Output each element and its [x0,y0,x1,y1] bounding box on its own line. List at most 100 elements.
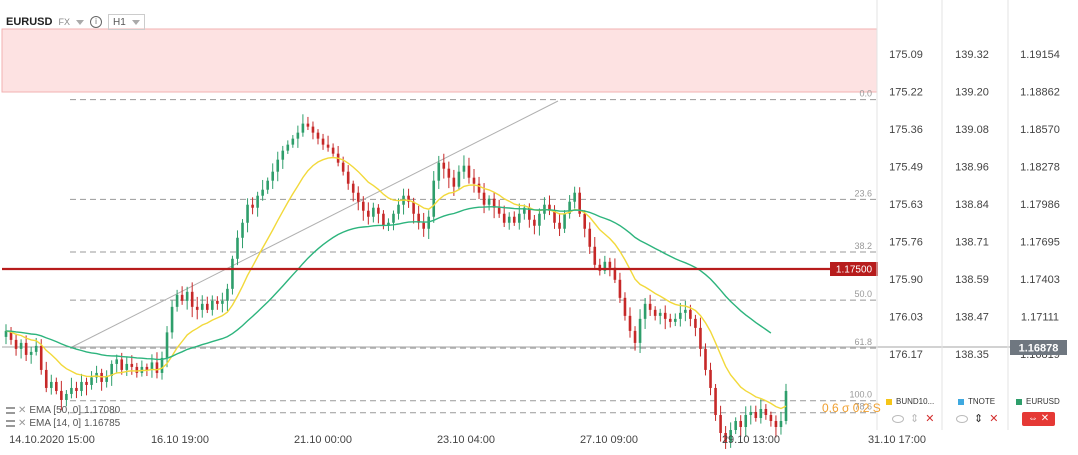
axis-bund-tick-5: 175.76 [889,237,923,249]
candle-body-155 [784,390,788,421]
candle-body-23 [120,359,124,370]
ema-14-line [5,156,787,410]
candle-body-81 [412,201,415,214]
candle-body-88 [447,168,451,178]
candle-body-110 [558,222,561,229]
candle-body-117 [593,246,597,265]
candle-body-38 [195,306,199,310]
axis-bund-tick-2: 175.36 [889,124,923,136]
candle-body-5 [29,351,33,355]
overlay-eurusd[interactable]: EURUSD [1016,397,1060,406]
candle-body-4 [24,342,28,355]
overlay-name: BUND10... [896,397,935,406]
candle-body-34 [175,294,179,307]
candle-body-120 [608,261,612,268]
candle-body-146 [739,420,743,427]
indicator-settings-icon[interactable] [6,420,15,427]
price-axis-tnote[interactable]: 139.32 139.20 139.08 138.96 138.84 138.71 138.… [955,49,989,361]
candle-body-68 [346,171,350,184]
x-tick-3: 23.10 04:00 [437,434,495,446]
candle-body-90 [457,171,461,187]
candle-body-45 [231,258,234,289]
candle-body-54 [276,159,280,172]
candle-body-139 [704,348,707,370]
axis-eurusd-tick-6: 1.17403 [1020,274,1060,286]
candle-body-53 [271,171,275,181]
axis-eurusd-tick-7: 1.17111 [1021,312,1059,324]
candle-body-28 [145,366,149,370]
x-tick-0: 14.10.2020 15:00 [9,434,95,446]
x-tick-5: 29.10 13:00 [722,434,780,446]
overlay-tnote[interactable]: TNOTE [958,397,995,406]
candle-body-133 [673,318,677,322]
candle-body-149 [754,411,758,418]
symbol-dropdown-chevron-icon[interactable] [75,19,84,25]
candle-body-122 [618,279,622,298]
fib-label-1: 23.6 [854,188,872,198]
visibility-eye-icon[interactable] [892,414,904,423]
trend-line[interactable] [69,100,559,349]
candle-body-67 [341,162,345,172]
time-axis[interactable]: 14.10.2020 15:00 16.10 19:00 21.10 00:00 23… [9,434,926,446]
visibility-eye-icon[interactable] [956,414,968,423]
candlestick-series [4,114,788,449]
candle-body-33 [170,306,174,333]
candle-body-111 [563,213,566,229]
price-axis-bund[interactable]: 175.09 175.22 175.36 175.49 175.63 175.76 175.… [889,49,923,361]
remove-overlay-icon[interactable]: ✕ [989,413,999,425]
price-axis-eurusd[interactable]: 1.19154 1.18862 1.18570 1.18278 1.17986 1.176… [1020,49,1060,361]
candle-body-70 [356,192,360,202]
indicator-legend-ema14[interactable]: ✕ EMA [14, 0] 1.16785 [6,418,120,429]
axis-eurusd-tick-3: 1.18278 [1020,162,1060,174]
fib-label-5: 78.6 [854,402,872,412]
axis-eurusd-tick-4: 1.17986 [1020,199,1060,211]
x-tick-2: 21.10 00:00 [294,434,352,446]
candle-body-121 [613,267,617,280]
indicator-remove-icon[interactable]: ✕ [18,418,27,429]
overlay-eurusd-controls[interactable]: ⇔ ✕ [1022,412,1056,426]
candle-body-83 [422,222,425,229]
candle-body-87 [442,162,446,169]
overlay-tnote-controls[interactable]: ⇕ ✕ [956,412,998,425]
last-price-label-bg [1010,340,1067,355]
reorder-arrows-icon[interactable]: ⇕ [974,413,984,425]
candle-body-108 [548,204,551,211]
candle-body-1 [9,330,13,340]
reorder-arrows-icon[interactable]: ⇕ [910,413,920,425]
candle-body-64 [326,144,330,148]
candle-body-97 [492,198,496,208]
overlay-bund[interactable]: BUND10... [886,397,934,406]
candle-body-25 [130,363,134,367]
candle-body-8 [44,369,48,388]
candle-body-59 [301,123,305,133]
candle-body-49 [251,204,254,208]
indicator-settings-icon[interactable] [6,407,15,414]
info-icon[interactable]: i [89,16,102,28]
candle-body-14 [75,387,78,391]
candle-body-13 [70,387,73,394]
indicator-remove-icon[interactable]: ✕ [18,405,27,416]
candle-body-96 [487,198,491,205]
candle-body-123 [623,297,627,316]
candle-body-69 [351,183,355,193]
candle-body-106 [538,213,541,226]
axis-bund-tick-4: 175.63 [889,199,923,211]
candle-body-76 [387,222,390,226]
candle-body-63 [321,138,325,145]
candle-body-153 [774,420,778,427]
indicator-legend-ema50[interactable]: ✕ EMA [50, 0] 1.17080 [6,405,120,416]
overlay-bund-controls[interactable]: ⇕ ✕ [892,412,934,425]
candle-body-104 [528,207,531,220]
candle-body-0 [4,330,8,337]
overlay-eurusd-action-button[interactable]: ⇔ ✕ [1022,412,1056,426]
candle-body-73 [372,207,375,217]
timeframe-selector[interactable]: H1 [107,14,145,30]
axis-tnote-tick-6: 138.59 [955,274,989,286]
candle-body-102 [517,213,521,223]
indicator-value: 1.16785 [84,418,121,429]
candle-body-20 [105,375,108,382]
remove-overlay-icon[interactable]: ✕ [925,413,935,425]
candle-body-84 [427,216,431,229]
